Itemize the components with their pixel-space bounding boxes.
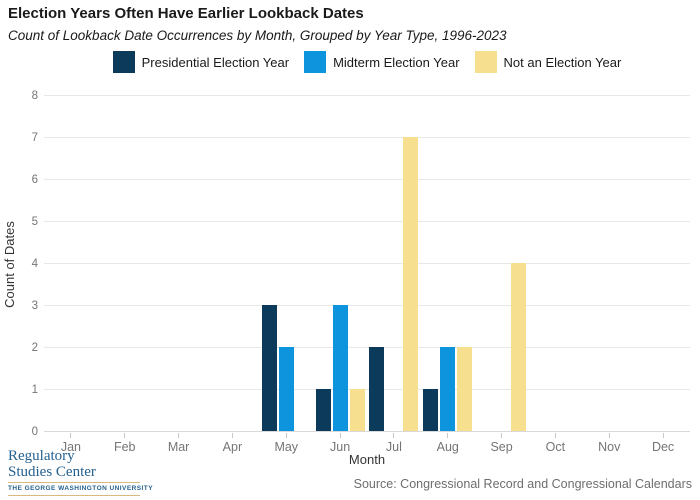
x-tick-mark-may — [285, 433, 287, 438]
x-tick-mark-apr — [231, 433, 233, 438]
legend-label: Presidential Election Year — [141, 54, 290, 70]
bar-midterm-election-year-may — [278, 347, 294, 431]
regulatory-studies-center-logo: Regulatory Studies Center THE GEORGE WAS… — [8, 448, 154, 496]
gridline-y6 — [44, 179, 690, 180]
x-axis-title: Month — [348, 452, 386, 467]
x-tick-label-oct: Oct — [545, 440, 566, 454]
x-tick-label-jul: Jul — [385, 440, 402, 454]
y-tick-label-1: 1 — [31, 384, 38, 396]
gridline-y2 — [44, 347, 690, 348]
source-attribution: Source: Congressional Record and Congres… — [353, 477, 692, 491]
x-tick-mark-nov — [608, 433, 610, 438]
x-tick-label-mar: Mar — [167, 440, 190, 454]
x-tick-label-sep: Sep — [490, 440, 513, 454]
bar-midterm-election-year-aug — [440, 347, 456, 431]
gridline-y0 — [44, 431, 690, 432]
x-tick-label-feb: Feb — [113, 440, 136, 454]
legend-swatch — [304, 51, 327, 73]
y-tick-label-6: 6 — [31, 174, 38, 186]
bar-not-an-election-year-jul — [403, 137, 419, 431]
x-tick-mark-oct — [554, 433, 556, 438]
legend-label: Not an Election Year — [503, 54, 622, 70]
x-tick-mark-jun — [339, 433, 341, 438]
x-tick-label-may: May — [274, 440, 299, 454]
gridline-y3 — [44, 305, 690, 306]
y-tick-label-0: 0 — [31, 426, 38, 438]
chart-subtitle: Count of Lookback Date Occurrences by Mo… — [8, 28, 507, 43]
y-tick-label-4: 4 — [31, 258, 38, 270]
x-tick-label-apr: Apr — [222, 440, 243, 454]
y-tick-label-7: 7 — [31, 132, 38, 144]
legend-item-presidential-election-year: Presidential Election Year — [112, 51, 290, 73]
y-tick-label-5: 5 — [31, 216, 38, 228]
bar-midterm-election-year-jun — [332, 305, 348, 431]
bar-presidential-election-year-jul — [369, 347, 385, 431]
x-tick-label-jun: Jun — [330, 440, 351, 454]
logo-rule-top — [8, 482, 140, 483]
x-tick-label-nov: Nov — [598, 440, 621, 454]
y-tick-label-8: 8 — [31, 90, 38, 102]
x-tick-mark-dec — [662, 433, 664, 438]
logo-rule-bottom — [8, 495, 140, 496]
y-tick-label-2: 2 — [31, 342, 38, 354]
legend-item-not-an-election-year: Not an Election Year — [474, 51, 622, 73]
legend-swatch — [474, 51, 497, 73]
bar-presidential-election-year-may — [261, 305, 277, 431]
legend-swatch — [112, 51, 135, 73]
x-tick-label-jan: Jan — [60, 440, 81, 454]
page-title: Election Years Often Have Earlier Lookba… — [8, 5, 364, 22]
x-tick-mark-jan — [70, 433, 72, 438]
bar-chart-plot-area: 0 1 2 3 4 5 6 7 8 Jan Feb Mar Apr May Jun Jul Aug Sep Oct N… — [32, 90, 690, 454]
gridline-y1 — [44, 389, 690, 390]
x-tick-mark-feb — [124, 433, 126, 438]
bar-not-an-election-year-aug — [457, 347, 473, 431]
bar-not-an-election-year-jun — [349, 389, 365, 431]
logo-line-2: Studies Center — [8, 464, 96, 480]
x-tick-mark-mar — [178, 433, 180, 438]
gridline-y8 — [44, 95, 690, 96]
gridline-y5 — [44, 221, 690, 222]
bar-presidential-election-year-aug — [423, 389, 439, 431]
x-tick-mark-aug — [447, 433, 449, 438]
x-tick-mark-jul — [393, 433, 395, 438]
x-tick-mark-sep — [501, 433, 503, 438]
gridline-y4 — [44, 263, 690, 264]
x-tick-label-dec: Dec — [651, 440, 675, 454]
legend: Presidential Election Year Midterm Electi… — [44, 50, 690, 74]
legend-item-midterm-election-year: Midterm Election Year — [304, 51, 460, 73]
logo-university-name: THE GEORGE WASHINGTON UNIVERSITY — [8, 485, 154, 492]
bar-presidential-election-year-jun — [315, 389, 331, 431]
logo-line-1: Regulatory — [8, 448, 75, 464]
x-tick-label-aug: Aug — [436, 440, 459, 454]
y-tick-label-3: 3 — [31, 300, 38, 312]
bar-not-an-election-year-sep — [511, 263, 527, 431]
gridline-y7 — [44, 137, 690, 138]
legend-label: Midterm Election Year — [333, 54, 460, 70]
